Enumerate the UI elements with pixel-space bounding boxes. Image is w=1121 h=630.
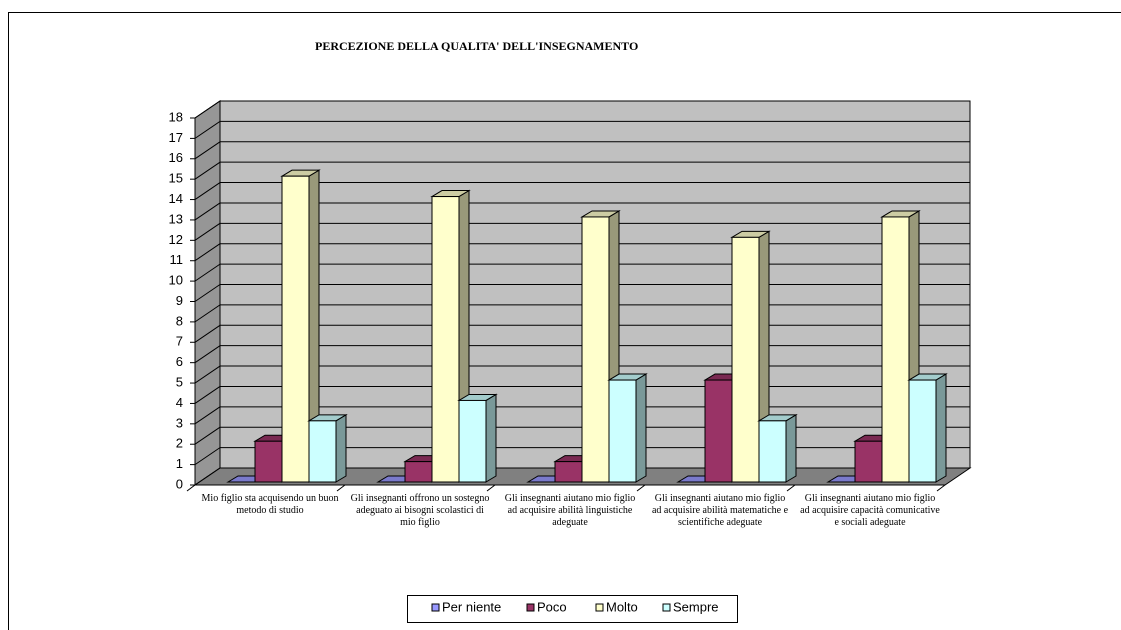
tick-mark: [486, 484, 496, 492]
bar-side: [785, 413, 797, 483]
x-tick-label: Gli insegnanti aiutano mio figlio ad acq…: [651, 493, 789, 528]
y-tick-label: 16: [169, 150, 183, 165]
legend-swatch: [431, 603, 440, 612]
tick-mark: [336, 484, 346, 492]
grid-line: [194, 263, 221, 282]
grid-line: [194, 100, 221, 119]
grid-line: [194, 202, 221, 221]
y-tick-label: 10: [169, 273, 183, 288]
grid-line: [194, 386, 221, 404]
x-tick-label: Gli insegnanti offrono un sostegno adegu…: [350, 493, 490, 528]
bar: [908, 379, 937, 483]
bar: [554, 461, 583, 483]
legend-label: Per niente: [442, 599, 501, 614]
bar: [881, 216, 910, 483]
y-tick-label: 14: [169, 191, 183, 206]
bar: [608, 379, 637, 483]
grid-line: [194, 222, 221, 241]
bar: [731, 236, 760, 483]
bar-side: [485, 393, 497, 483]
y-tick-label: 8: [176, 313, 183, 328]
bar-side: [635, 373, 647, 483]
y-tick-label: 4: [176, 395, 183, 410]
bar: [404, 461, 433, 483]
tick-mark: [636, 484, 646, 492]
grid-line: [194, 161, 221, 180]
y-tick-label: 0: [176, 476, 183, 491]
grid-line: [194, 365, 221, 384]
grid-line: [194, 447, 221, 466]
y-tick-label: 17: [169, 130, 183, 145]
legend-label: Sempre: [673, 599, 719, 614]
x-tick-label: Mio figlio sta acquisendo un buon metodo…: [201, 493, 339, 516]
bar-side: [335, 413, 347, 483]
grid-line: [194, 182, 221, 200]
grid-line: [194, 243, 221, 262]
bar-side: [935, 373, 947, 483]
bar: [581, 216, 610, 483]
bar: [704, 379, 733, 483]
bar: [431, 196, 460, 483]
grid-line: [194, 426, 221, 445]
tick-mark: [786, 484, 796, 492]
grid-line: [194, 324, 221, 343]
bar: [308, 420, 337, 483]
chart-title: PERCEZIONE DELLA QUALITA' DELL'INSEGNAME…: [315, 39, 638, 53]
bar: [758, 420, 787, 483]
bar: [254, 440, 283, 483]
grid-line: [194, 141, 221, 160]
bar: [854, 440, 883, 483]
legend-swatch: [595, 603, 604, 612]
y-tick-label: 9: [176, 293, 183, 308]
y-tick-label: 18: [169, 109, 183, 124]
tick-mark: [186, 484, 196, 492]
x-tick-label: Gli insegnanti aiutano mio figlio ad acq…: [800, 493, 940, 528]
grid-line: [194, 467, 221, 486]
grid-line: [194, 284, 221, 302]
y-tick-label: 15: [169, 171, 183, 186]
grid-line: [194, 304, 221, 323]
grid-line: [194, 406, 221, 425]
y-tick-label: 12: [169, 232, 183, 247]
legend-swatch: [662, 603, 671, 612]
y-tick-label: 11: [170, 252, 184, 267]
grid-line: [194, 120, 221, 139]
y-tick-label: 6: [176, 354, 183, 369]
y-tick-label: 5: [176, 374, 183, 389]
x-tick-label: Gli insegnanti aiutano mio figlio ad acq…: [504, 493, 636, 528]
legend-label: Poco: [537, 599, 567, 614]
grid-line: [194, 345, 221, 364]
tick-mark: [936, 484, 946, 492]
y-tick-label: 1: [176, 456, 183, 471]
bar: [281, 175, 310, 483]
y-tick-label: 7: [176, 334, 183, 349]
legend-swatch: [526, 603, 535, 612]
y-tick-label: 13: [169, 211, 183, 226]
legend: [407, 595, 738, 623]
bar: [458, 399, 487, 483]
y-tick-label: 2: [176, 436, 183, 451]
y-tick-label: 3: [176, 415, 183, 430]
legend-label: Molto: [606, 599, 638, 614]
